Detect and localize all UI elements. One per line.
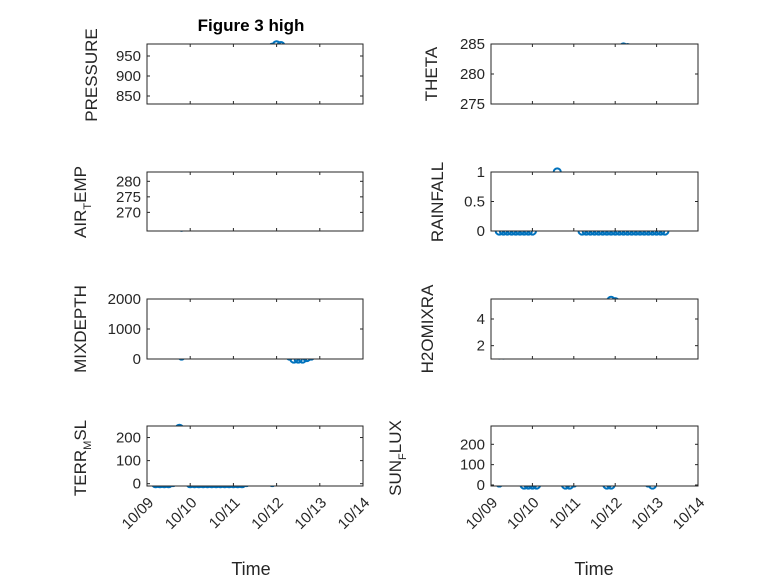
x-tick-label: 10/12 [587, 494, 626, 533]
subplot-grid: 85090095027528028527027528000.5101000200… [108, 36, 709, 533]
y-tick-label: 270 [116, 204, 141, 221]
x-tick-label: 10/10 [504, 494, 543, 533]
ylabel-pressure: PRESSURE [82, 28, 101, 122]
x-tick-label: 10/11 [206, 494, 244, 532]
y-tick-label: 1 [477, 164, 485, 181]
axes-frame [490, 171, 699, 232]
y-tick-label: 280 [116, 173, 141, 190]
figure-title: Figure 3 high [198, 16, 305, 35]
ylabel-terr-msl-tail: SL [71, 420, 90, 441]
y-tick-label: 1000 [108, 321, 141, 338]
ylabel-sun-flux: SUNFLUX [386, 420, 409, 496]
axes-frame [490, 43, 699, 105]
axes-frame [146, 43, 364, 105]
axes-frame [146, 298, 364, 360]
ylabel-sun-flux-tail: LUX [386, 420, 405, 453]
y-tick-label: 4 [477, 311, 485, 328]
x-tick-label: 10/09 [119, 494, 158, 533]
subplot-sun-flux: 0 100 200 10/09 10/10 10/11 10/12 10/13 10/14 [460, 425, 709, 533]
x-tick-label: 10/11 [546, 494, 584, 532]
y-tick-label: 200 [116, 430, 141, 447]
subplot-h2omixra: 24 [477, 295, 699, 360]
y-tick-label: 950 [116, 48, 141, 65]
subplot-terr-msl: 0 100 200 10/09 10/10 10/11 10/12 10/13 10/14 [116, 423, 374, 533]
subplot-theta: 275 280 285 [460, 36, 699, 113]
ylabel-sun-flux-main: SUN [386, 460, 405, 496]
y-tick-label: 2 [477, 338, 485, 355]
ylabel-air-temp-tail: EMP [71, 166, 90, 203]
y-tick-label: 100 [116, 453, 141, 470]
xlabel-left: Time [231, 559, 270, 579]
y-tick-label: 850 [116, 88, 141, 105]
ylabel-h2omixra: H2OMIXRA [418, 284, 437, 373]
ylabel-terr-msl: TERRMSL [71, 420, 94, 496]
ylabel-mixdepth: MIXDEPTH [71, 285, 90, 373]
y-tick-label: 0 [133, 351, 141, 368]
ylabel-terr-msl-main: TERR [71, 450, 90, 496]
xlabel-right: Time [574, 559, 613, 579]
ylabel-theta: THETA [422, 46, 441, 101]
ylabel-sun-flux-subscript: F [397, 453, 409, 460]
y-tick-label: 900 [116, 68, 141, 85]
y-tick-label: 280 [460, 66, 485, 83]
y-tick-label: 285 [460, 36, 485, 53]
subplot-rainfall: 00.51 [464, 164, 699, 240]
axes-frame [146, 171, 364, 232]
y-tick-label: 0.5 [464, 194, 485, 211]
y-tick-label: 0 [133, 476, 141, 493]
y-tick-label: 0 [477, 223, 485, 240]
x-tick-label: 10/12 [248, 494, 287, 533]
ylabel-air-temp: AIRTEMP [71, 166, 94, 238]
subplot-pressure: 850 900 950 [116, 40, 364, 105]
ylabel-rainfall: RAINFALL [428, 162, 447, 242]
x-tick-label: 10/14 [670, 494, 709, 533]
x-tick-label: 10/13 [628, 494, 667, 533]
axes-frame [490, 298, 699, 360]
y-tick-label: 275 [460, 96, 485, 113]
ylabel-terr-msl-subscript: M [82, 441, 94, 450]
x-tick-label: 10/10 [162, 494, 201, 533]
y-tick-label: 200 [460, 436, 485, 453]
axes-frame [490, 425, 699, 487]
x-tick-label: 10/13 [291, 494, 330, 533]
y-tick-label: 100 [460, 457, 485, 474]
y-tick-label: 0 [477, 477, 485, 494]
ylabel-air-temp-subscript: T [82, 203, 94, 210]
x-tick-label: 10/09 [463, 494, 502, 533]
ylabel-air-temp-main: AIR [71, 210, 90, 238]
y-tick-label: 275 [116, 189, 141, 206]
axes-frame [146, 425, 364, 487]
x-tick-label: 10/14 [335, 494, 374, 533]
y-tick-label: 2000 [108, 291, 141, 308]
subplot-mixdepth: 0 1000 2000 [108, 291, 364, 368]
